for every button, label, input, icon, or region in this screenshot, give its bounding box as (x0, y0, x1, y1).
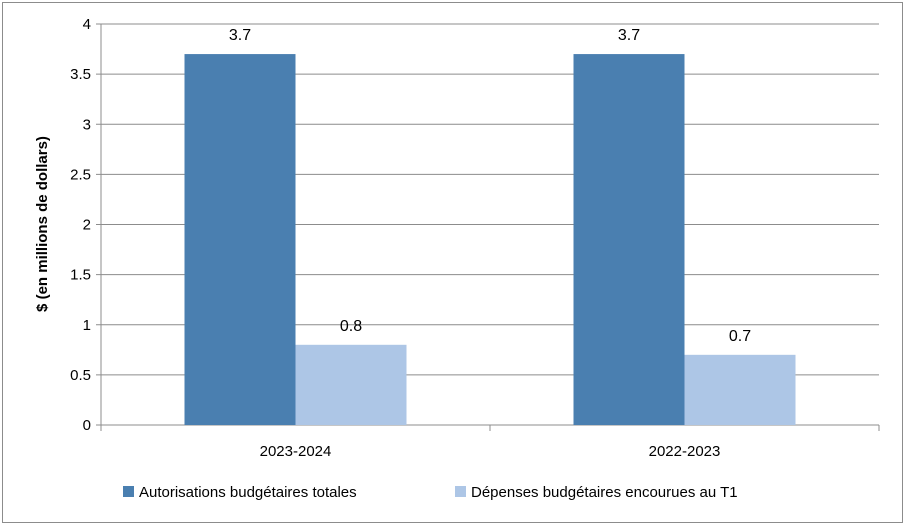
y-tick-label: 0.5 (70, 367, 91, 384)
legend-label: Dépenses budgétaires encourues au T1 (471, 484, 738, 501)
bar (184, 54, 296, 425)
bar (573, 54, 685, 425)
data-label: 0.8 (340, 318, 362, 335)
y-tick-label: 0 (83, 417, 91, 434)
legend-label: Autorisations budgétaires totales (139, 484, 357, 501)
legend-swatch (123, 486, 134, 497)
bars (184, 54, 796, 425)
x-tick-label: 2022-2023 (649, 443, 721, 460)
y-tick-label: 1 (83, 317, 91, 334)
data-labels: 3.7 0.8 3.7 0.7 (229, 27, 751, 345)
data-label: 3.7 (229, 27, 251, 44)
y-tick-label: 2 (83, 217, 91, 234)
y-tick-label: 4 (83, 16, 91, 33)
y-tick-label: 3 (83, 116, 91, 133)
y-tick-label: 3.5 (70, 66, 91, 83)
y-tick-label: 2.5 (70, 166, 91, 183)
bar (684, 354, 796, 425)
legend: Autorisations budgétaires totales Dépense… (123, 484, 738, 501)
legend-swatch (455, 486, 466, 497)
y-tick-label: 1.5 (70, 267, 91, 284)
x-tick-label: 2023-2024 (260, 443, 332, 460)
data-label: 3.7 (618, 27, 640, 44)
data-label: 0.7 (729, 328, 751, 345)
bar (295, 344, 407, 425)
x-axis: 2023-2024 2022-2023 (100, 424, 880, 460)
y-axis-label: $ (en millions de dollars) (34, 136, 51, 312)
y-axis: 0 0.5 1 1.5 2 2.5 3 3.5 4 (70, 16, 102, 434)
